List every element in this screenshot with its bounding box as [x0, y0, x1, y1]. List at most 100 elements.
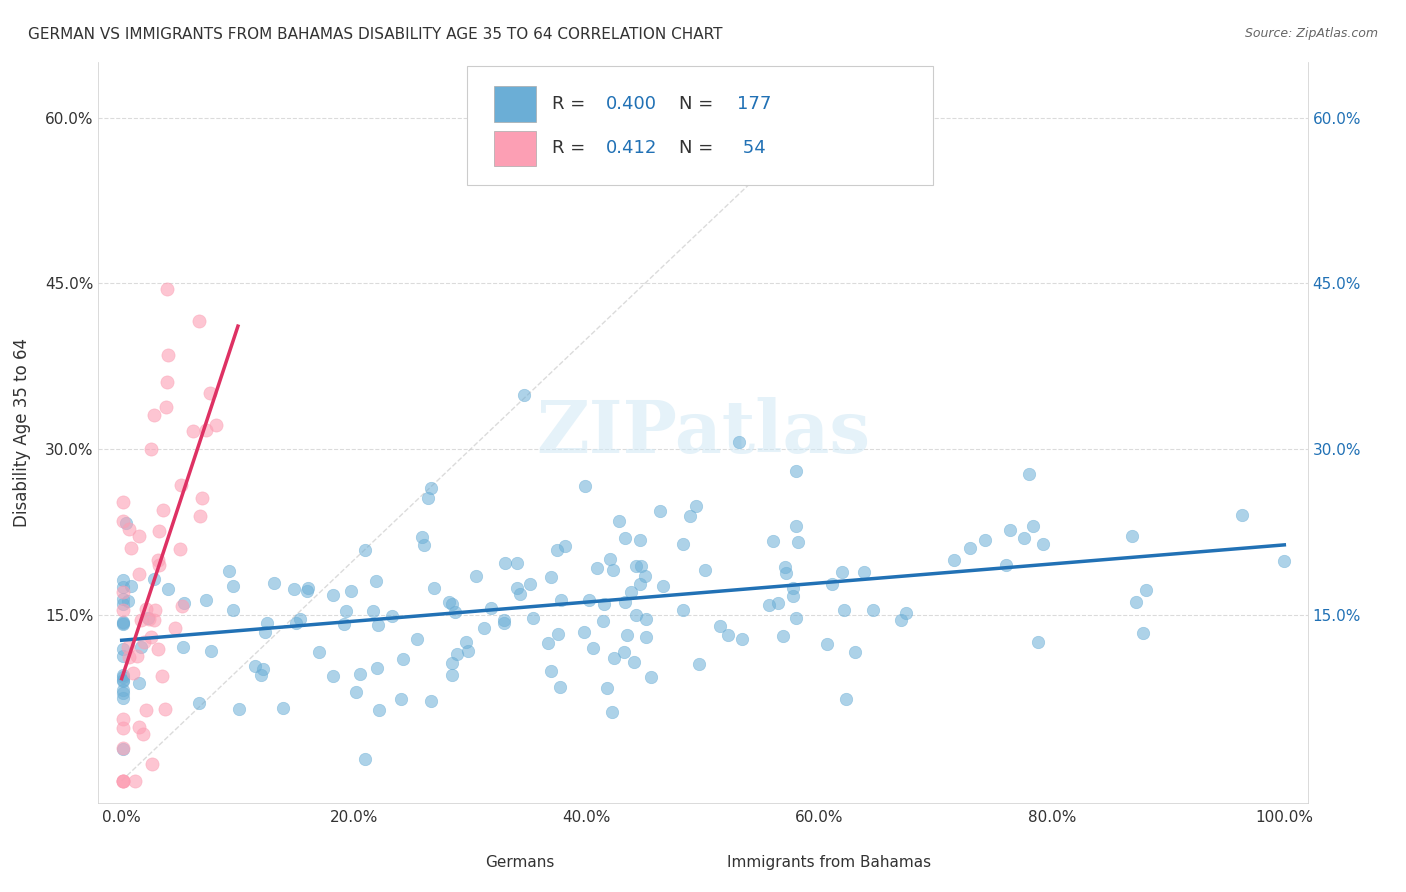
Point: [554, 540, 576, 554]
Point: [111, 585, 134, 599]
Point: [835, 691, 858, 706]
Point: [111, 580, 134, 594]
Point: [198, 386, 221, 401]
Point: [1230, 508, 1253, 522]
Point: [620, 585, 643, 599]
Point: [582, 640, 605, 655]
Point: [624, 608, 647, 623]
Point: [389, 692, 412, 706]
Text: N =: N =: [679, 139, 718, 157]
Point: [288, 612, 311, 626]
Point: [205, 417, 228, 432]
Point: [263, 576, 285, 591]
Point: [416, 491, 439, 505]
Point: [111, 682, 134, 697]
Point: [165, 621, 187, 635]
Point: [709, 619, 731, 633]
Point: [392, 651, 415, 665]
Point: [998, 524, 1021, 538]
Point: [537, 635, 560, 649]
Point: [785, 464, 807, 478]
Point: [614, 531, 637, 545]
Text: R =: R =: [551, 139, 591, 157]
Point: [157, 582, 180, 596]
Point: [419, 481, 441, 495]
Point: [1022, 518, 1045, 533]
Point: [148, 558, 170, 572]
Point: [540, 570, 562, 584]
Point: [547, 627, 569, 641]
Point: [623, 655, 645, 669]
Point: [613, 645, 636, 659]
Point: [135, 703, 157, 717]
Point: [630, 559, 652, 574]
Point: [602, 705, 624, 719]
Text: ZIPatlas: ZIPatlas: [536, 397, 870, 468]
Text: 0.412: 0.412: [606, 139, 658, 157]
Point: [150, 669, 173, 683]
Point: [250, 668, 273, 682]
Text: GERMAN VS IMMIGRANTS FROM BAHAMAS DISABILITY AGE 35 TO 64 CORRELATION CHART: GERMAN VS IMMIGRANTS FROM BAHAMAS DISABI…: [28, 27, 723, 42]
Point: [853, 566, 876, 580]
Point: [679, 509, 702, 524]
Point: [117, 640, 139, 655]
Text: Source: ZipAtlas.com: Source: ZipAtlas.com: [1244, 27, 1378, 40]
Point: [412, 537, 434, 551]
Point: [441, 597, 464, 611]
Point: [1121, 529, 1143, 543]
Point: [688, 657, 710, 672]
Point: [454, 634, 477, 648]
Point: [1032, 537, 1054, 551]
Point: [775, 566, 797, 580]
Point: [111, 773, 134, 788]
Point: [994, 558, 1017, 573]
Point: [111, 712, 134, 726]
Point: [173, 596, 195, 610]
Point: [513, 388, 536, 402]
Text: Immigrants from Bahamas: Immigrants from Bahamas: [727, 855, 931, 870]
Point: [256, 615, 278, 630]
Point: [578, 592, 600, 607]
Point: [650, 504, 672, 518]
Point: [364, 574, 387, 588]
Point: [271, 701, 294, 715]
Point: [138, 612, 160, 626]
Point: [1026, 634, 1049, 648]
Point: [574, 479, 596, 493]
Point: [494, 556, 516, 570]
Point: [974, 533, 997, 548]
FancyBboxPatch shape: [666, 832, 709, 858]
Point: [1135, 582, 1157, 597]
Point: [252, 662, 274, 676]
Point: [111, 641, 134, 656]
Point: [616, 628, 638, 642]
Point: [599, 552, 621, 566]
Point: [652, 579, 675, 593]
Point: [437, 595, 460, 609]
Point: [420, 694, 443, 708]
Point: [333, 617, 356, 632]
Point: [785, 519, 807, 533]
Point: [124, 773, 146, 788]
Point: [519, 576, 541, 591]
Point: [943, 552, 966, 566]
Point: [1125, 595, 1147, 609]
Point: [340, 584, 363, 599]
Point: [245, 659, 267, 673]
Point: [782, 582, 804, 596]
Point: [157, 348, 180, 362]
Point: [129, 613, 152, 627]
Point: [602, 650, 624, 665]
Point: [785, 610, 807, 624]
Point: [546, 542, 568, 557]
Point: [381, 608, 404, 623]
Point: [366, 661, 388, 675]
Point: [479, 600, 502, 615]
Point: [297, 584, 319, 599]
Point: [1272, 554, 1295, 568]
Point: [195, 423, 218, 437]
Point: [862, 603, 884, 617]
Point: [782, 589, 804, 603]
Point: [127, 648, 149, 663]
Point: [640, 670, 662, 684]
